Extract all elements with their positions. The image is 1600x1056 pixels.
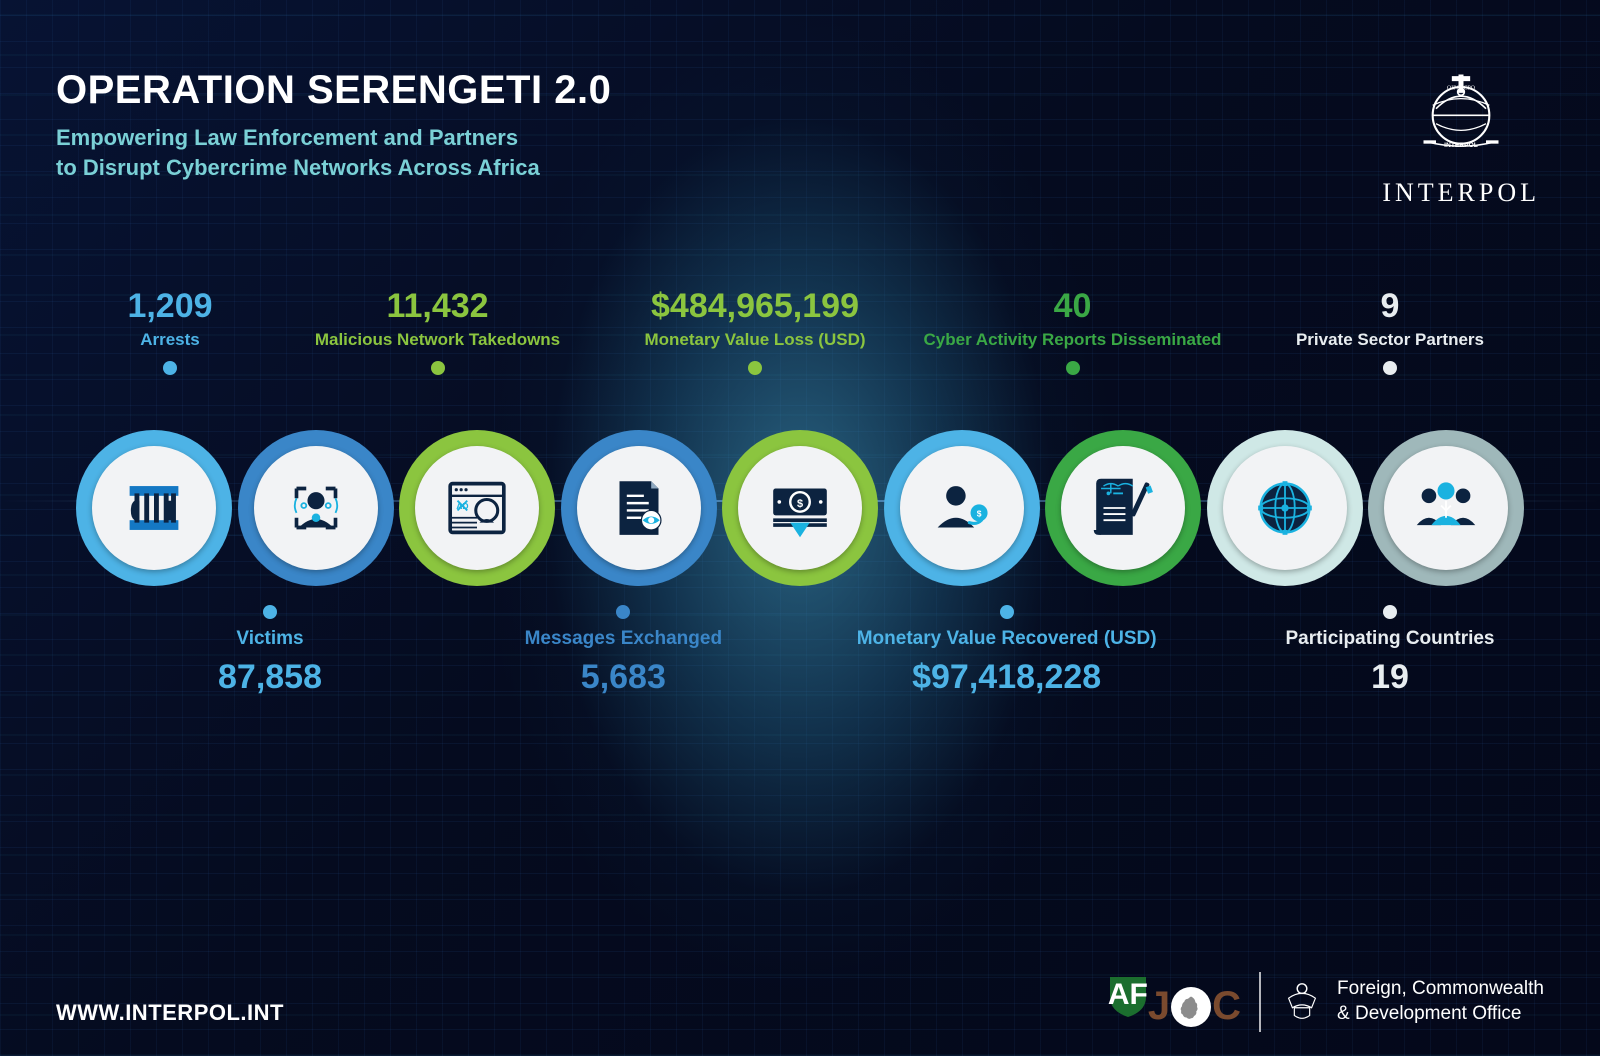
arrests-icon[interactable]: [76, 430, 232, 586]
website-footer-text[interactable]: WWW.INTERPOL.INT: [56, 1000, 284, 1026]
partners-icon[interactable]: [1368, 430, 1524, 586]
afjoc-logo[interactable]: AF J C: [1108, 975, 1241, 1029]
svg-text:OIPC ICPO: OIPC ICPO: [1447, 86, 1475, 92]
svg-text:AD: AD: [456, 501, 468, 511]
africa-globe-icon: [1171, 987, 1211, 1027]
stat-bottom-recovered: Monetary Value Recovered (USD) $97,418,2…: [827, 605, 1187, 697]
monetary-recovered-icon[interactable]: $: [884, 430, 1040, 586]
stat-bottom-countries: Participating Countries 19: [1240, 605, 1540, 697]
footer-logos: AF J C Foreign, Commonwealth: [1108, 972, 1544, 1032]
stat-bottom-victims: Victims 87,858: [120, 605, 420, 697]
malicious-network-icon[interactable]: AD: [399, 430, 555, 586]
fcdo-logo[interactable]: Foreign, Commonwealth & Development Offi…: [1279, 977, 1544, 1026]
main-title: OPERATION SERENGETI 2.0: [56, 68, 611, 113]
bottom-stats-row: Victims 87,858 Messages Exchanged 5,683 …: [0, 605, 1600, 697]
interpol-wordmark: INTERPOL: [1382, 178, 1540, 208]
stat-top-monetary-loss: $484,965,199 Monetary Value Loss (USD): [605, 288, 905, 375]
svg-text:$: $: [797, 498, 803, 510]
countries-icon[interactable]: [1207, 430, 1363, 586]
stat-top-partners: 9 Private Sector Partners: [1240, 288, 1540, 375]
fcdo-crest-icon: [1279, 979, 1325, 1025]
subtitle-text: Empowering Law Enforcement and Partners …: [56, 123, 611, 182]
interpol-logo: OIPC ICPO INTERPOL INTERPOL: [1382, 62, 1540, 208]
monetary-loss-icon[interactable]: $: [722, 430, 878, 586]
stat-top-arrests: 1,209 Arrests: [70, 288, 270, 375]
reports-icon[interactable]: [1045, 430, 1201, 586]
stat-bottom-messages: Messages Exchanged 5,683: [473, 605, 773, 697]
messages-icon[interactable]: [561, 430, 717, 586]
stat-top-takedowns: 11,432 Malicious Network Takedowns: [288, 288, 588, 375]
header-block: OPERATION SERENGETI 2.0 Empowering Law E…: [56, 68, 611, 182]
icon-row: AD: [0, 430, 1600, 586]
stat-top-reports: 40 Cyber Activity Reports Disseminated: [923, 288, 1223, 375]
top-stats-row: 1,209 Arrests 11,432 Malicious Network T…: [0, 288, 1600, 375]
fcdo-label: Foreign, Commonwealth & Development Offi…: [1337, 977, 1544, 1026]
victims-icon[interactable]: [238, 430, 394, 586]
interpol-seal-icon: OIPC ICPO INTERPOL: [1406, 62, 1516, 172]
footer-divider: [1259, 972, 1261, 1032]
infographic-root: OPERATION SERENGETI 2.0 Empowering Law E…: [0, 0, 1600, 1056]
svg-text:$: $: [976, 509, 981, 519]
